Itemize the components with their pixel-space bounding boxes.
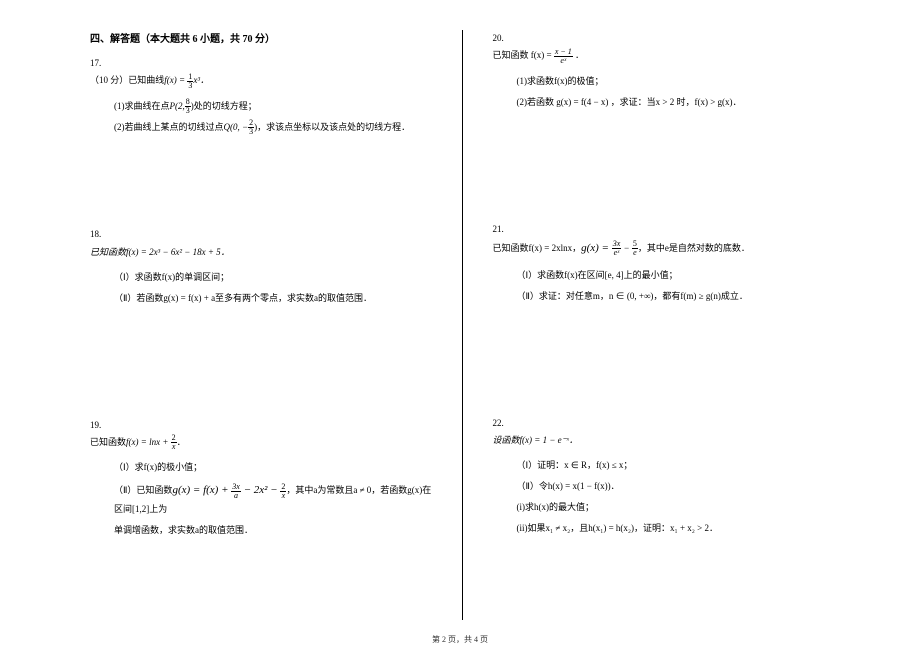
q19-stem-prefix: 已知函数 <box>90 437 126 447</box>
q19-stem-suffix: ． <box>177 437 186 447</box>
q19-part2: （Ⅱ）已知函数g(x) = f(x) + 3xa − 2x² − 2x，其中a为… <box>90 480 432 518</box>
q21-stem-prefix: 已知函数f(x) = 2xlnx， <box>493 243 582 253</box>
spacer <box>90 307 432 417</box>
section-title: 四、解答题（本大题共 6 小题，共 70 分） <box>90 30 432 45</box>
q19-stem: 已知函数f(x) = lnx + 2x． <box>90 434 408 451</box>
q22-stem: 设函数f(x) = 1 − e⁻ˣ． <box>493 432 811 449</box>
q17-p2-suffix: )，求该点坐标以及该点处的切线方程． <box>254 122 410 132</box>
q21-f1d: eˣ <box>612 249 622 257</box>
q22-part2: （Ⅱ）令h(x) = x(1 − f(x))． <box>493 478 835 495</box>
q20-stem-prefix: 已知函数 f(x) = <box>493 50 554 60</box>
question-17: 17. （10 分）已知曲线f(x) = 13x³． <box>90 55 432 90</box>
q19-p2-f1: 3xa <box>231 483 241 500</box>
two-column-layout: 四、解答题（本大题共 6 小题，共 70 分） 17. （10 分）已知曲线f(… <box>90 30 850 620</box>
q18-part1: （Ⅰ）求函数f(x)的单调区间； <box>90 269 432 286</box>
q19-p2-g: g(x) = f(x) + <box>172 484 231 496</box>
q17-part2: (2)若曲线上某点的切线过点Q(0, −23)，求该点坐标以及该点处的切线方程． <box>90 119 432 136</box>
right-column: 20. 已知函数 f(x) = x − 1eˣ ． (1)求函数f(x)的极值；… <box>463 30 851 620</box>
q17-p2-prefix: (2)若曲线上某点的切线过点 <box>114 122 224 132</box>
q21-stem: 已知函数f(x) = 2xlnx，g(x) = 3xeˣ − 5e，其中e是自然… <box>493 238 811 259</box>
q20-part1: (1)求函数f(x)的极值； <box>493 73 835 90</box>
q17-stem-rhs: x³． <box>193 75 209 85</box>
question-18: 18. 已知函数f(x) = 2x³ − 6x² − 18x + 5． <box>90 226 432 260</box>
q20-fd: eˣ <box>554 57 573 65</box>
q22-part1: （Ⅰ）证明：x ∈ R，f(x) ≤ x； <box>493 457 835 474</box>
question-22: 22. 设函数f(x) = 1 − e⁻ˣ． <box>493 415 835 449</box>
q20-part2: (2)若函数 g(x) = f(4 − x) ，求证：当x > 2 时，f(x)… <box>493 94 835 111</box>
q21-stem-g: g(x) = <box>581 242 612 254</box>
q17-p1-P: P(2, <box>170 101 185 111</box>
q19-p2-f1d: a <box>231 492 241 500</box>
question-20: 20. 已知函数 f(x) = x − 1eˣ ． <box>493 30 835 65</box>
question-19: 19. 已知函数f(x) = lnx + 2x． <box>90 417 432 452</box>
q18-stem: 已知函数f(x) = 2x³ − 6x² − 18x + 5． <box>90 244 408 261</box>
q18-part2: （Ⅱ）若函数g(x) = f(x) + a至多有两个零点，求实数a的取值范围． <box>90 290 432 307</box>
q22-part2ii: (ii)如果x₁ ≠ x₂，且h(x₁) = h(x₂)，证明：x₁ + x₂ … <box>493 520 835 537</box>
spacer <box>90 136 432 226</box>
q21-part2: （Ⅱ）求证：对任意m，n ∈ (0, +∞)，都有f(m) ≥ g(n)成立． <box>493 288 835 305</box>
q20-frac: x − 1eˣ <box>554 48 573 65</box>
q17-stem: （10 分）已知曲线f(x) = 13x³． <box>90 72 408 89</box>
exam-page: 四、解答题（本大题共 6 小题，共 70 分） 17. （10 分）已知曲线f(… <box>0 0 920 651</box>
q21-mid: − <box>621 243 632 253</box>
q22-number: 22. <box>493 415 517 432</box>
q21-number: 21. <box>493 221 517 238</box>
q21-stem-suffix: ，其中e是自然对数的底数． <box>638 243 750 253</box>
q19-stem-mid: f(x) = lnx + <box>126 437 171 447</box>
q19-p2-mid1: − 2x² − <box>241 484 281 496</box>
q18-number: 18. <box>90 226 114 243</box>
q21-f1: 3xeˣ <box>612 240 622 257</box>
q17-number: 17. <box>90 55 114 72</box>
q17-p1-suffix: )处的切线方程； <box>191 101 257 111</box>
q21-part1: （Ⅰ）求函数f(x)在区间[e, 4]上的最小值； <box>493 267 835 284</box>
q17-part1: (1)求曲线在点P(2,83)处的切线方程； <box>90 98 432 115</box>
q20-stem-suffix: ． <box>573 50 584 60</box>
spacer <box>493 305 835 415</box>
left-column: 四、解答题（本大题共 6 小题，共 70 分） 17. （10 分）已知曲线f(… <box>90 30 462 620</box>
q17-p2-Q: Q(0, − <box>224 122 249 132</box>
q17-stem-prefix: （10 分）已知曲线 <box>90 75 164 85</box>
q20-number: 20. <box>493 30 517 47</box>
spacer <box>493 111 835 221</box>
q17-fx: f(x) = <box>164 75 187 85</box>
q22-part2i: (i)求h(x)的最大值； <box>493 499 835 516</box>
q19-number: 19. <box>90 417 114 434</box>
question-21: 21. 已知函数f(x) = 2xlnx，g(x) = 3xeˣ − 5e，其中… <box>493 221 835 259</box>
q17-p1-prefix: (1)求曲线在点 <box>114 101 170 111</box>
q20-stem: 已知函数 f(x) = x − 1eˣ ． <box>493 47 811 64</box>
q19-part1: （Ⅰ）求f(x)的极小值； <box>90 459 432 476</box>
page-footer: 第 2 页，共 4 页 <box>0 634 920 645</box>
q19-part2-cont: 单调增函数，求实数a的取值范围． <box>90 522 432 539</box>
q19-p2-prefix: （Ⅱ）已知函数 <box>114 485 172 495</box>
